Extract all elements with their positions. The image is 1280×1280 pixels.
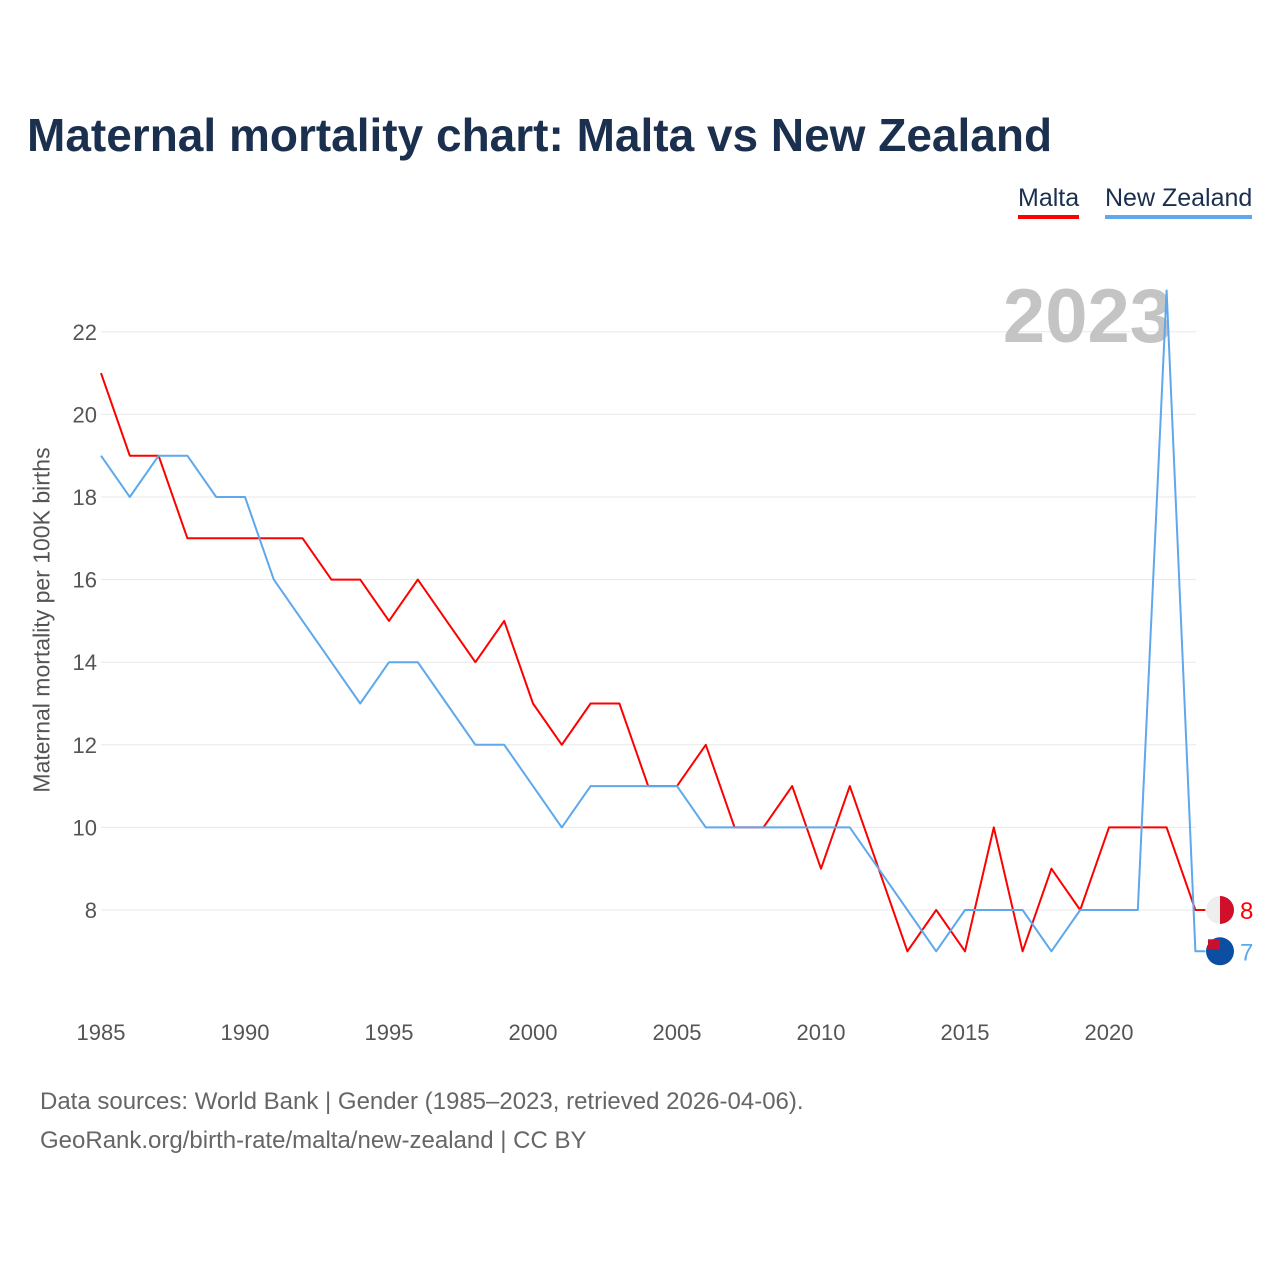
y-tick-label: 22 [73,320,97,345]
x-tick-label: 2000 [509,1020,558,1045]
x-tick-label: 2010 [797,1020,846,1045]
end-value-label: 8 [1240,898,1253,925]
x-tick-label: 1995 [365,1020,414,1045]
x-tick-label: 2020 [1085,1020,1134,1045]
series-line-1 [100,289,1206,953]
year-watermark: 2023 [1003,274,1172,359]
y-tick-label: 14 [73,650,97,675]
y-tick-label: 16 [73,568,97,593]
y-tick-label: 8 [85,898,97,923]
x-tick-label: 2005 [653,1020,702,1045]
end-value-label: 7 [1240,939,1253,966]
new-zealand-flag-icon [1208,939,1220,950]
malta-flag-icon [1220,896,1234,924]
y-tick-label: 12 [73,733,97,758]
y-tick-label: 18 [73,485,97,510]
source-link[interactable]: GeoRank.org/birth-rate/malta/new-zealand… [40,1127,587,1154]
y-tick-label: 20 [73,402,97,427]
chart-title: Maternal mortality chart: Malta vs New Z… [27,109,1053,161]
y-tick-label: 10 [73,815,97,840]
legend-new-zealand[interactable]: New Zealand [1105,184,1253,219]
x-tick-label: 1990 [221,1020,270,1045]
legend-malta[interactable]: Malta [1018,184,1080,219]
y-axis-label: Maternal mortality per 100K births [28,447,55,793]
x-tick-label: 1985 [77,1020,126,1045]
source-text: Data sources: World Bank | Gender (1985–… [40,1088,804,1115]
x-tick-label: 2015 [941,1020,990,1045]
